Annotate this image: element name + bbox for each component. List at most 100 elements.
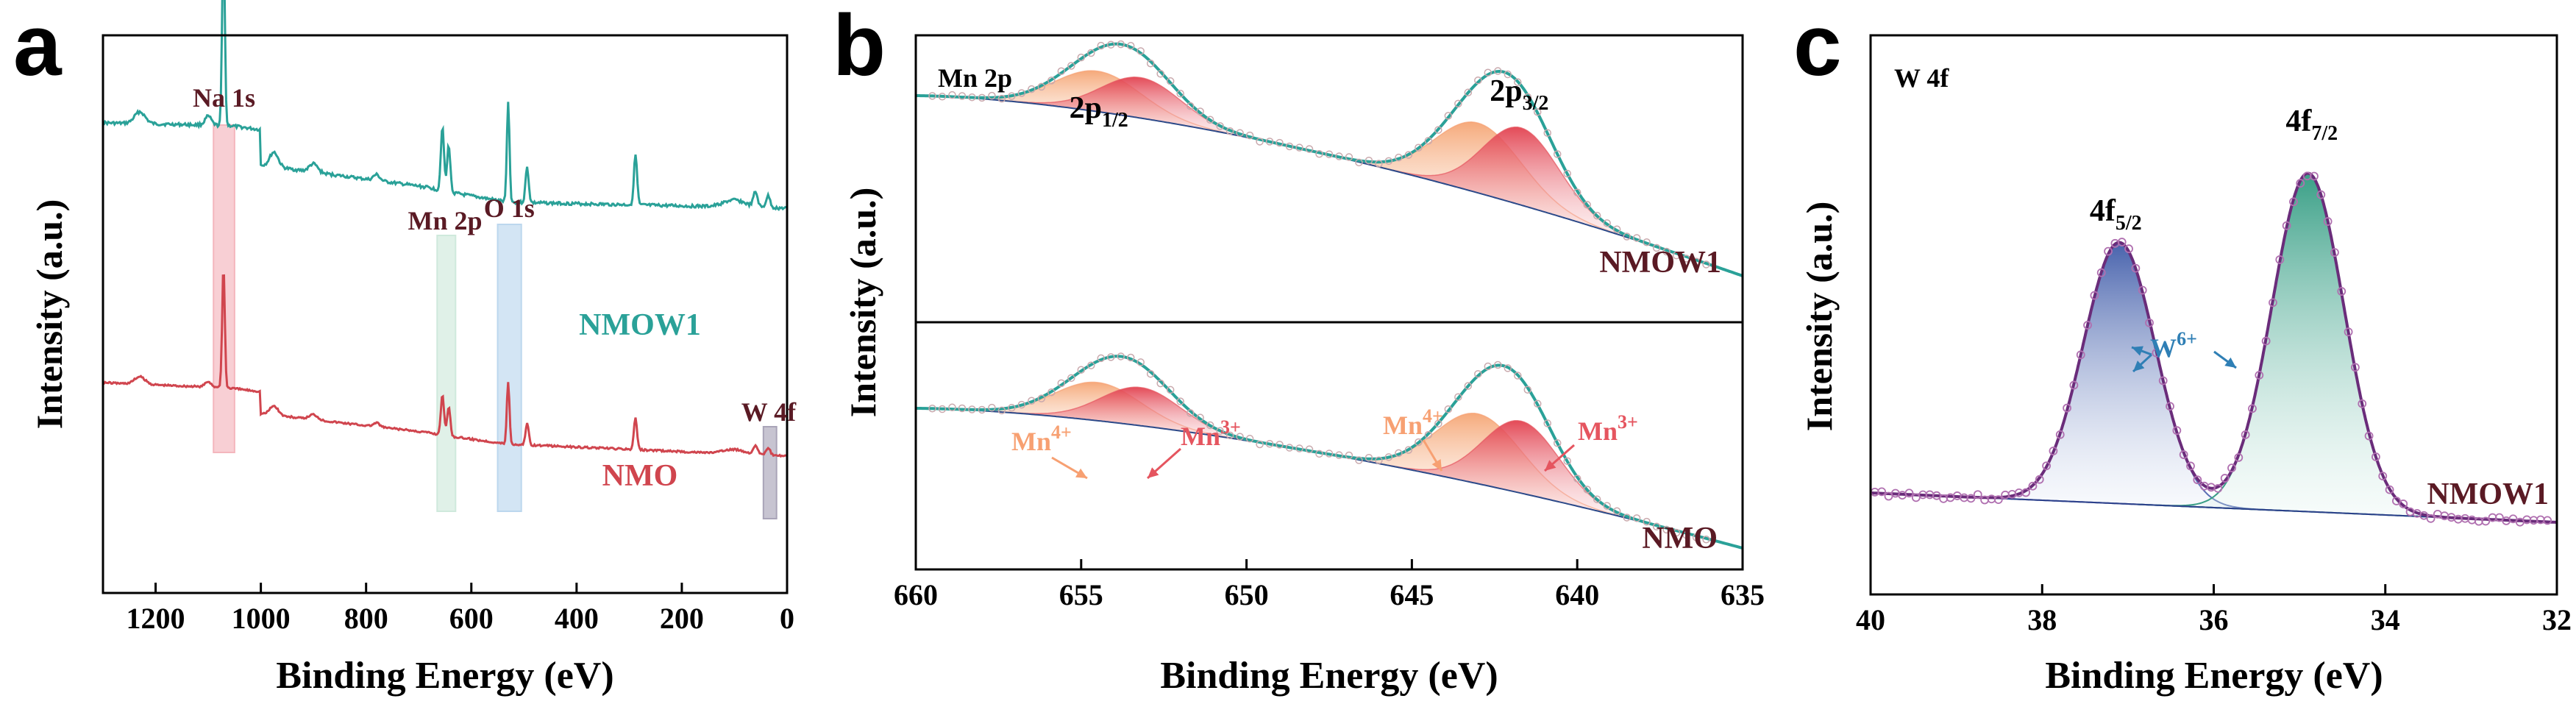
- data-point-nmow1: [1692, 257, 1701, 266]
- data-point-nmo: [978, 405, 986, 414]
- data-point-c: [2028, 481, 2038, 491]
- data-point-nmo: [1464, 382, 1473, 390]
- series-label-nmow1: NMOW1: [579, 308, 701, 342]
- x-tick-label-b: 645: [1390, 578, 1434, 611]
- data-point-c: [2344, 327, 2353, 337]
- data-point-nmow1: [1067, 62, 1075, 70]
- data-point-nmow1: [1206, 116, 1214, 124]
- data-point-c: [2310, 171, 2319, 181]
- data-point-nmow1: [978, 93, 986, 102]
- data-point-nmo: [948, 403, 956, 412]
- data-point-nmo: [1097, 354, 1106, 363]
- data-point-nmow1: [1474, 77, 1482, 85]
- data-point-c: [2042, 461, 2051, 471]
- data-point-nmow1: [958, 92, 967, 100]
- spectra-a: [102, 0, 788, 458]
- data-point-nmo: [1375, 456, 1383, 464]
- data-point-c: [1973, 490, 1982, 500]
- data-point-nmo: [1117, 352, 1125, 360]
- region-o-1s: [497, 224, 522, 512]
- arrow-w6-left-b-head: [2133, 360, 2145, 372]
- data-point-nmow1: [1166, 77, 1175, 85]
- data-point-nmo: [1265, 440, 1274, 448]
- data-point-nmo: [1415, 438, 1423, 447]
- data-point-nmo: [1166, 386, 1175, 394]
- data-point-c: [2213, 483, 2223, 493]
- data-point-nmo: [1008, 404, 1016, 412]
- data-point-nmo: [1146, 369, 1155, 378]
- data-point-nmow1: [1325, 150, 1334, 158]
- data-point-nmo: [1484, 362, 1492, 371]
- fitted-lines-b: [916, 40, 1743, 550]
- data-point-nmow1: [1176, 89, 1184, 98]
- data-point-c: [2364, 431, 2374, 441]
- data-point-nmow1: [1107, 40, 1115, 49]
- data-point-nmo: [1295, 444, 1303, 452]
- data-point-nmo: [1593, 495, 1601, 503]
- data-point-c: [2186, 461, 2195, 471]
- data-point-c: [2296, 179, 2305, 188]
- region-label-o-1s: O 1s: [484, 193, 535, 223]
- data-point-nmo: [1028, 397, 1036, 405]
- annotations-a: Na 1s Mn 2p O 1s W 4f NMOW1 NMO: [193, 83, 797, 493]
- arrow-mn4-left-head: [1075, 468, 1087, 478]
- fit-envelope-c: [1871, 171, 2558, 524]
- data-point-nmow1: [1395, 153, 1403, 162]
- data-point-nmo: [1424, 430, 1433, 439]
- data-point-c: [2096, 268, 2106, 277]
- data-point-nmow1: [1494, 67, 1502, 75]
- panel-a: a 1200 1000 800 600 400 200 0 Na 1s Mn 2p O 1s W …: [13, 0, 797, 697]
- x-tick-label-b: 650: [1225, 578, 1269, 611]
- data-point-nmo: [988, 403, 996, 412]
- data-point-nmow1: [1295, 143, 1303, 152]
- data-point-nmow1: [1077, 53, 1086, 62]
- data-point-nmow1: [1365, 156, 1373, 165]
- data-point-nmo: [928, 405, 936, 413]
- x-ticks-c: 40 38 36 34 32: [1856, 584, 2572, 636]
- component-label-mn3-right: Mn3+: [1578, 411, 1638, 446]
- data-point-nmow1: [1454, 99, 1462, 108]
- data-point-nmo: [1553, 439, 1562, 447]
- data-point-nmow1: [1643, 238, 1651, 246]
- data-point-nmo: [1345, 451, 1353, 460]
- data-point-c: [2145, 318, 2154, 327]
- sample-label-nmow1: NMOW1: [1599, 246, 1721, 280]
- region-label-na-1s: Na 1s: [193, 83, 255, 113]
- region-label-w-4f: W 4f: [741, 397, 797, 427]
- data-point-nmo: [1325, 450, 1334, 458]
- data-point-c: [2323, 217, 2333, 226]
- data-point-c: [2330, 248, 2339, 257]
- data-point-c: [2269, 298, 2277, 308]
- data-point-c: [2275, 255, 2285, 264]
- data-point-nmow1: [1593, 211, 1601, 220]
- arrow-mn4-right-head: [1431, 459, 1442, 471]
- data-point-nmo: [1603, 502, 1611, 510]
- data-point-c: [2494, 513, 2504, 522]
- x-tick-label-a: 600: [449, 602, 494, 635]
- data-point-c: [2131, 263, 2141, 273]
- data-point-nmo: [1632, 514, 1641, 522]
- data-point-nmow1: [1384, 157, 1393, 166]
- data-point-nmow1: [1087, 49, 1095, 57]
- data-point-c: [2227, 463, 2236, 473]
- data-point-nmo: [997, 406, 1006, 415]
- region-w-4f: [762, 426, 778, 519]
- data-point-c: [2399, 500, 2408, 508]
- data-point-nmow1: [1186, 102, 1195, 110]
- data-point-c: [2166, 402, 2174, 411]
- data-point-nmo: [1206, 421, 1214, 430]
- data-point-nmo: [1017, 400, 1026, 409]
- data-point-c: [2090, 291, 2099, 300]
- series-line-nmo: [102, 274, 788, 458]
- x-tick-label-c: 38: [2027, 603, 2057, 636]
- axes-frame-b: [914, 34, 1744, 571]
- series-line-nmow1: [102, 0, 787, 212]
- panel-title-b: Mn 2p: [938, 63, 1012, 93]
- data-point-c: [2172, 426, 2182, 436]
- data-point-c: [1877, 487, 1887, 497]
- data-point-nmow1: [1256, 138, 1264, 146]
- x-tick-label-a: 400: [555, 602, 599, 635]
- panel-title-c: W 4f: [1894, 63, 1949, 93]
- data-point-nmo: [1196, 413, 1204, 422]
- data-point-nmo: [1702, 536, 1710, 544]
